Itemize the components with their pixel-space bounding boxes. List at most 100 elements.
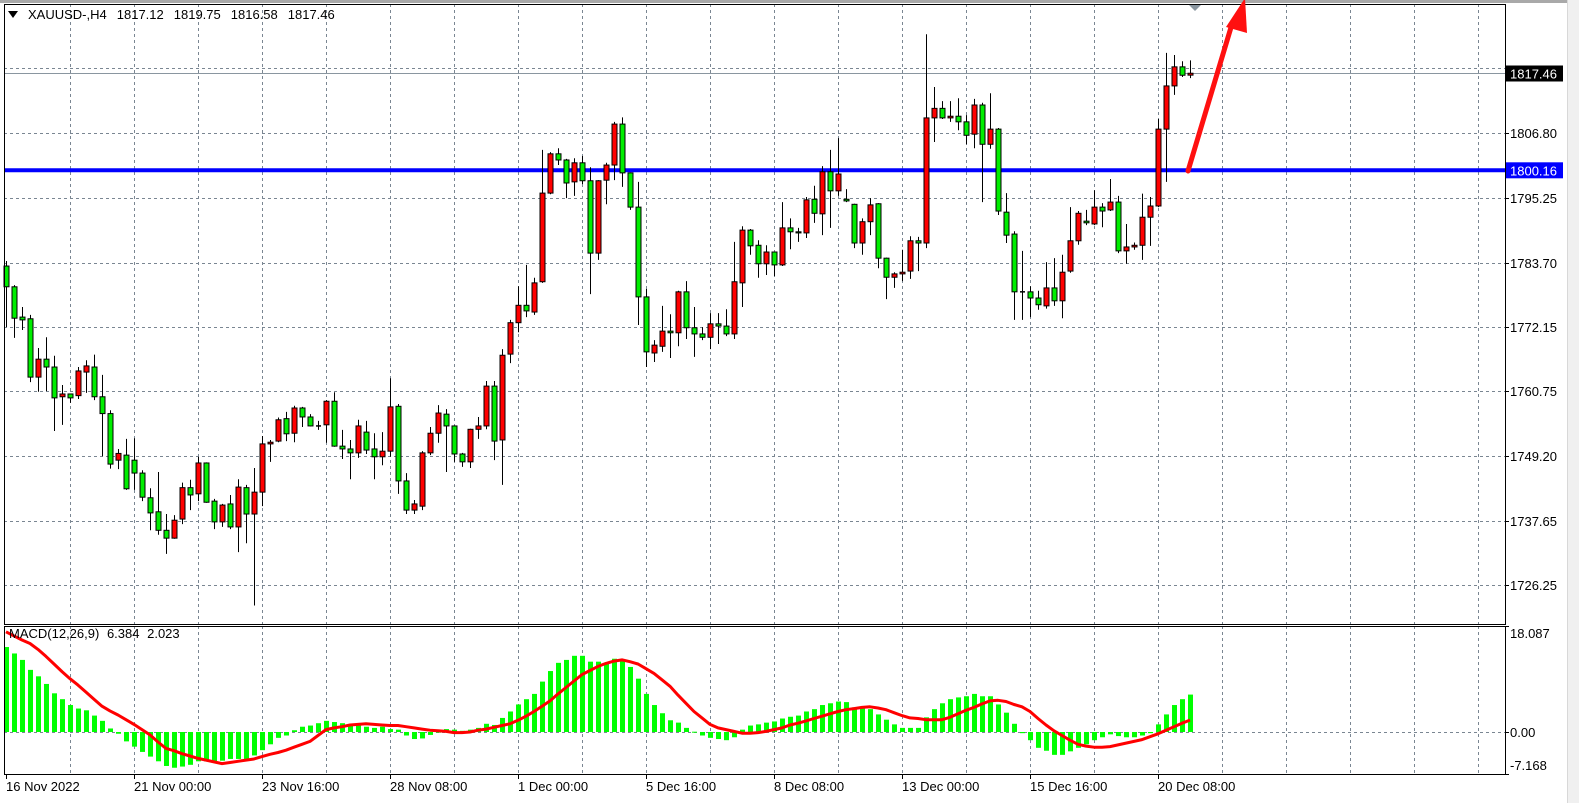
time-axis-label: 16 Nov 2022 bbox=[6, 779, 80, 794]
macd-histogram-bar bbox=[1148, 731, 1153, 734]
candle bbox=[35, 347, 42, 392]
candle bbox=[1139, 193, 1146, 260]
candle bbox=[995, 128, 1002, 215]
candle-body-bear bbox=[851, 203, 858, 244]
macd-histogram-bar bbox=[620, 659, 625, 732]
candle-body-bull bbox=[947, 115, 954, 119]
candle-body-bear bbox=[491, 385, 498, 442]
macd-histogram-bar bbox=[92, 715, 97, 732]
candle-body-bear bbox=[787, 227, 794, 233]
candle-body-bear bbox=[723, 325, 730, 335]
candle-body-bull bbox=[611, 123, 618, 166]
macd-histogram-bar bbox=[1100, 731, 1105, 738]
candle bbox=[619, 117, 626, 187]
candle-body-bull bbox=[571, 162, 578, 183]
candle-body-bull bbox=[739, 229, 746, 284]
candle-body-bear bbox=[1035, 297, 1042, 306]
chart-shift-marker-icon[interactable] bbox=[1189, 5, 1201, 11]
candle bbox=[763, 245, 770, 276]
candle-body-bear bbox=[99, 396, 106, 415]
candle bbox=[547, 152, 554, 195]
candle bbox=[931, 87, 938, 143]
candle bbox=[443, 409, 450, 472]
candle bbox=[947, 101, 954, 122]
candle bbox=[451, 425, 458, 462]
candle-body-bull bbox=[763, 251, 770, 265]
candle-body-bull bbox=[531, 282, 538, 313]
macd-histogram-bar bbox=[1124, 731, 1129, 738]
macd-histogram-bar bbox=[228, 731, 233, 759]
macd-histogram-bar bbox=[748, 725, 753, 732]
candle-body-bear bbox=[131, 459, 138, 474]
candle bbox=[283, 411, 290, 442]
macd-histogram-bar bbox=[836, 701, 841, 732]
candle bbox=[563, 158, 570, 199]
macd-histogram-bar bbox=[1156, 724, 1161, 732]
candle bbox=[851, 203, 858, 249]
candle bbox=[211, 498, 218, 530]
candle-body-bear bbox=[1027, 291, 1034, 299]
time-axis-label: 1 Dec 00:00 bbox=[518, 779, 588, 794]
candle bbox=[531, 277, 538, 315]
macd-histogram-bar bbox=[308, 725, 313, 732]
candle-body-bear bbox=[1051, 287, 1058, 302]
macd-histogram-bar bbox=[364, 726, 369, 732]
candle bbox=[1147, 197, 1154, 246]
candle-body-bull bbox=[1131, 244, 1138, 248]
candle-body-bull bbox=[323, 400, 330, 426]
candle bbox=[259, 436, 266, 507]
candle-body-bull bbox=[1123, 246, 1130, 252]
candle bbox=[1011, 231, 1018, 320]
macd-histogram-bar bbox=[284, 731, 289, 736]
candle bbox=[1067, 207, 1074, 273]
macd-histogram-bar bbox=[564, 659, 569, 732]
candle bbox=[1115, 195, 1122, 254]
current-price-label-bg bbox=[1506, 65, 1563, 82]
price-levels bbox=[4, 73, 1505, 173]
macd-histogram-bar bbox=[1004, 712, 1009, 732]
candle-body-bull bbox=[707, 323, 714, 338]
candle-body-bull bbox=[907, 240, 914, 272]
macd-histogram-bar bbox=[244, 731, 249, 759]
candle bbox=[1187, 60, 1194, 79]
candle-body-bear bbox=[955, 115, 962, 123]
up-arrow-icon[interactable] bbox=[1185, 0, 1247, 174]
macd-histogram-bar bbox=[140, 731, 145, 752]
macd-histogram-bar bbox=[684, 727, 689, 732]
candle bbox=[147, 488, 154, 531]
time-axis-label: 23 Nov 16:00 bbox=[262, 779, 339, 794]
candle-body-bear bbox=[915, 240, 922, 244]
price-axis-label: 1795.25 bbox=[1510, 191, 1557, 206]
macd-histogram-bar bbox=[1012, 723, 1017, 732]
candle bbox=[747, 228, 754, 255]
macd-histogram-bar bbox=[108, 728, 113, 732]
macd-histogram-bar bbox=[188, 731, 193, 765]
candle-body-bull bbox=[195, 462, 202, 495]
candle bbox=[379, 432, 386, 466]
candle bbox=[667, 314, 674, 359]
candle-body-bear bbox=[443, 413, 450, 427]
macd-histogram-bar bbox=[556, 662, 561, 732]
macd-histogram-bar bbox=[292, 730, 297, 732]
candle-body-bull bbox=[411, 503, 418, 511]
candle bbox=[171, 515, 178, 539]
chart-menu-triangle-icon[interactable] bbox=[8, 11, 18, 18]
macd-histogram-bar bbox=[604, 663, 609, 732]
candle-body-bear bbox=[27, 318, 34, 378]
candle-body-bull bbox=[1155, 128, 1162, 207]
candle bbox=[419, 451, 426, 511]
candle-body-bear bbox=[363, 431, 370, 451]
candle bbox=[555, 148, 562, 166]
candle-body-bear bbox=[1115, 201, 1122, 252]
candle bbox=[155, 471, 162, 535]
candle bbox=[771, 251, 778, 277]
candle bbox=[1035, 290, 1042, 310]
macd-histogram-bar bbox=[148, 731, 153, 757]
macd-histogram-bar bbox=[924, 717, 929, 732]
candle-body-bear bbox=[91, 366, 98, 398]
candle-body-bull bbox=[59, 393, 66, 398]
time-axis-label: 5 Dec 16:00 bbox=[646, 779, 716, 794]
main-panel-border bbox=[4, 4, 1506, 625]
candle-body-bear bbox=[587, 180, 594, 254]
